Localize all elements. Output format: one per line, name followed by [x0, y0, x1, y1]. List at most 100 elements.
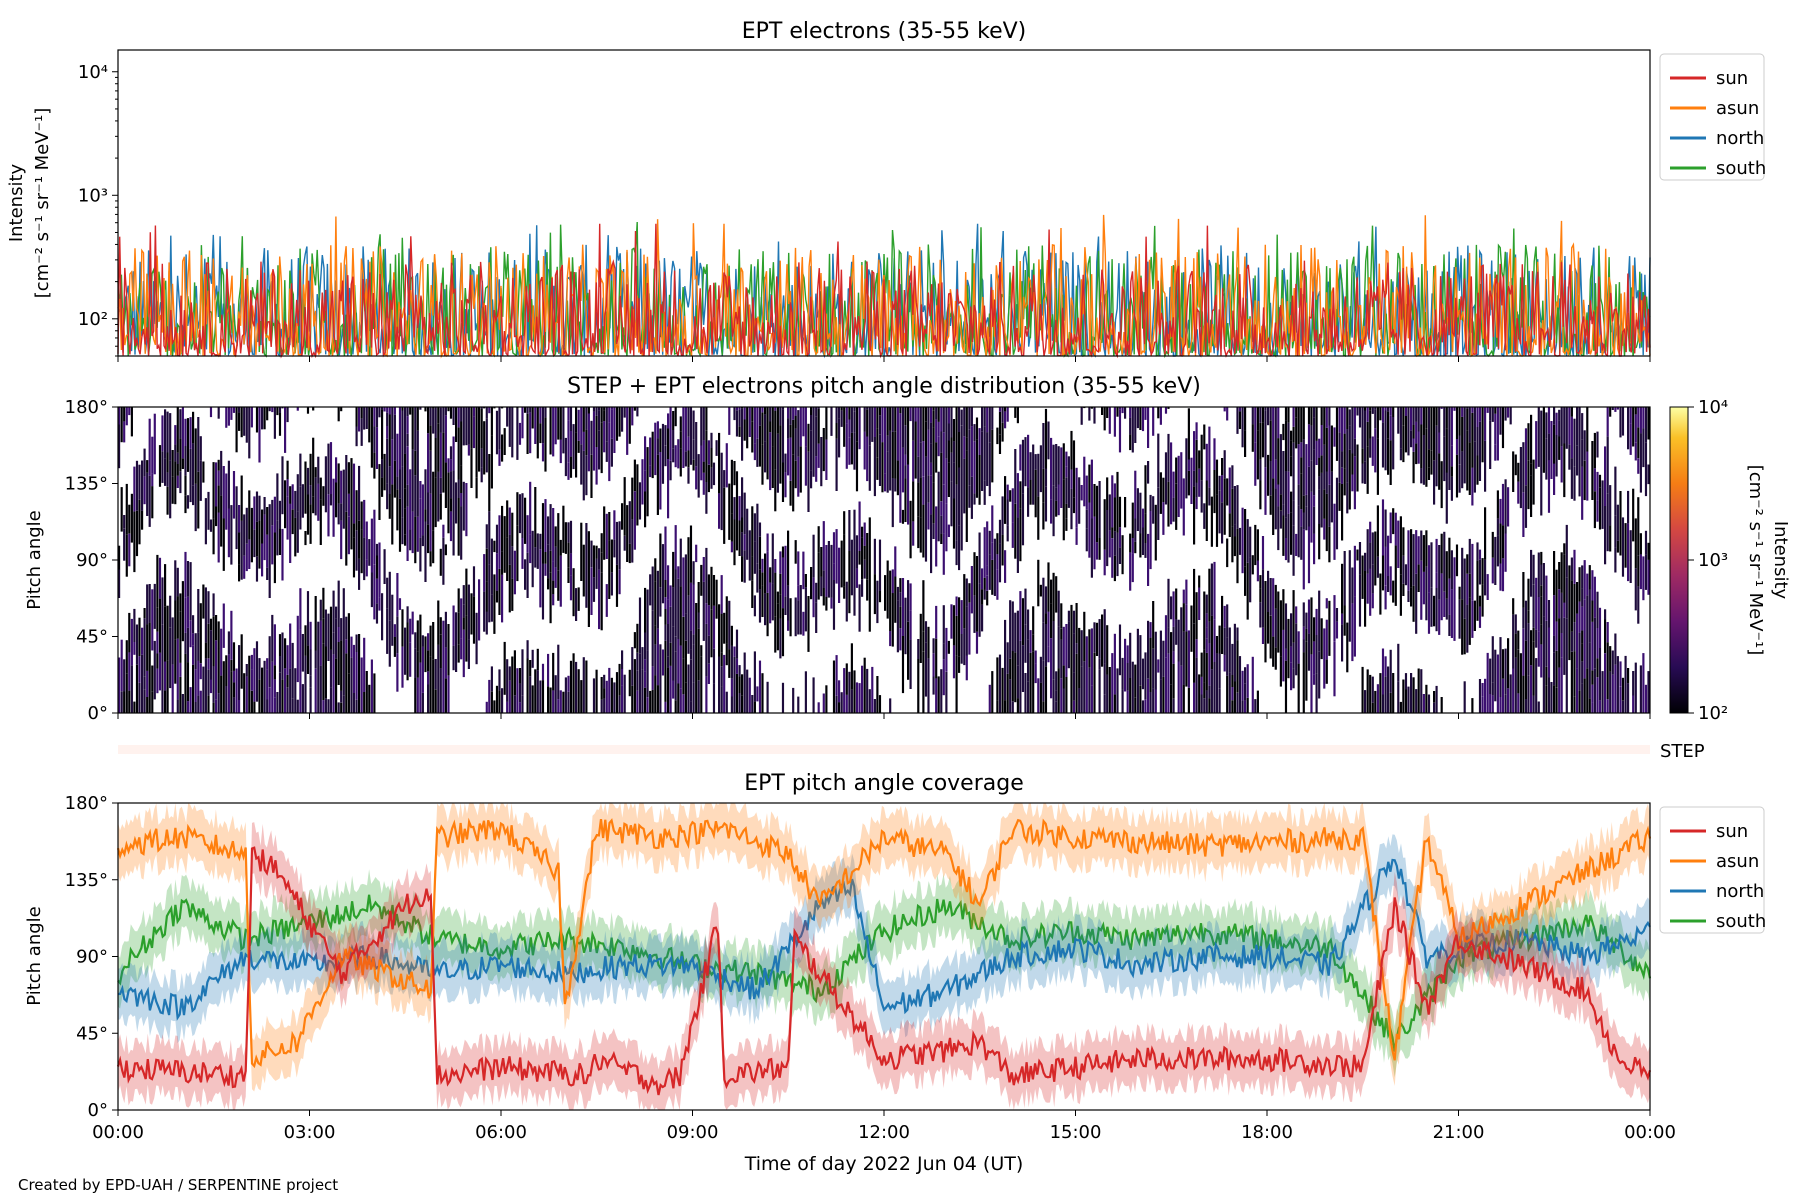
pad-heatmap-cell [1537, 428, 1540, 467]
pad-heatmap-cell [388, 494, 391, 519]
pad-heatmap-cell [314, 467, 317, 478]
pad-heatmap-cell [1231, 643, 1234, 675]
pad-heatmap-cell [1348, 409, 1351, 426]
pad-heatmap-cell [1417, 536, 1420, 565]
pad-heatmap-cell [792, 687, 795, 713]
pad-heatmap-cell [250, 669, 253, 691]
pad-heatmap-cell [192, 645, 195, 665]
pad-heatmap-cell [549, 687, 552, 713]
pad-heatmap-cell [1535, 629, 1538, 648]
pad-heatmap-cell [243, 407, 246, 436]
pad-heatmap-cell [1420, 560, 1423, 620]
pad-heatmap-cell [378, 542, 381, 598]
pad-heatmap-cell [1532, 584, 1535, 617]
pad-heatmap-cell [442, 524, 445, 538]
pad-heatmap-cell [649, 574, 652, 606]
pad-heatmap-cell [664, 526, 667, 580]
pad-heatmap-cell [687, 407, 690, 437]
pad-heatmap-cell [314, 596, 317, 651]
pad-heatmap-cell [1113, 531, 1116, 556]
pad-heatmap-cell [1011, 701, 1014, 713]
pad-heatmap-cell [1637, 586, 1640, 624]
pad-heatmap-cell [1208, 685, 1211, 699]
pad-heatmap-cell [1501, 558, 1505, 592]
pad-heatmap-cell [761, 444, 764, 485]
pad-heatmap-cell [728, 407, 731, 435]
pad-heatmap-cell [1545, 438, 1548, 480]
pad-heatmap-cell [679, 431, 682, 449]
pad-heatmap-cell [707, 464, 710, 493]
pad-heatmap-cell [810, 470, 813, 489]
pad-heatmap-cell [861, 526, 864, 538]
pad-heatmap-cell [585, 429, 588, 456]
pad-heatmap-cell [1639, 665, 1642, 713]
pad-heatmap-cell [1369, 568, 1372, 616]
pad-heatmap-cell [1113, 497, 1116, 532]
pad-heatmap-cell [1019, 444, 1022, 471]
pad-heatmap-cell [1050, 603, 1053, 638]
pad-heatmap-cell [1320, 472, 1323, 528]
pad-heatmap-cell [1453, 591, 1456, 641]
pad-heatmap-cell [1389, 407, 1392, 416]
pad-heatmap-cell [485, 548, 488, 582]
pad-heatmap-cell [1182, 631, 1185, 685]
pad-heatmap-cell [398, 598, 402, 610]
pad-heatmap-cell [161, 415, 164, 452]
pad-heatmap-cell [529, 412, 532, 454]
pad-heatmap-cell [1016, 407, 1019, 424]
pad-heatmap-cell [587, 531, 590, 580]
pad-heatmap-cell [1193, 623, 1196, 683]
pad-heatmap-cell [483, 407, 486, 409]
pad-heatmap-cell [930, 422, 933, 444]
pad-heatmap-cell [1106, 407, 1109, 418]
pad-heatmap-cell [1328, 484, 1331, 527]
pad-heatmap-cell [1131, 407, 1134, 453]
pad-heatmap-cell [480, 408, 483, 449]
pad-heatmap-cell [207, 508, 210, 530]
pad-heatmap-cell [935, 638, 938, 679]
pad-heatmap-cell [1581, 683, 1584, 713]
pad-heatmap-cell [641, 459, 644, 478]
pad-heatmap-cell [1256, 529, 1259, 561]
pad-heatmap-cell [1461, 547, 1464, 600]
pad-heatmap-cell [171, 477, 174, 504]
pad-heatmap-cell [646, 697, 649, 713]
pad-heatmap-cell [1287, 513, 1290, 563]
pad-heatmap-cell [340, 618, 343, 641]
pad-heatmap-cell [429, 493, 432, 552]
pad-heatmap-cell [427, 671, 430, 685]
pad-heatmap-cell [1213, 470, 1216, 514]
pad-heatmap-cell [743, 534, 746, 551]
pad-heatmap-cell [1527, 623, 1530, 676]
pad-heatmap-cell [667, 667, 670, 713]
pad-heatmap-cell [963, 458, 966, 514]
pad-heatmap-cell [682, 658, 685, 695]
pad-heatmap-cell [1644, 530, 1648, 555]
pad-heatmap-cell [289, 503, 292, 533]
pad-heatmap-cell [1307, 599, 1311, 634]
pad-heatmap-cell [296, 407, 299, 411]
pad-heatmap-cell [689, 701, 693, 713]
pad-heatmap-cell [416, 488, 419, 517]
pad-heatmap-cell [1193, 682, 1196, 713]
pad-heatmap-cell [981, 431, 984, 491]
pad-heatmap-cell [787, 620, 790, 631]
pad-heatmap-cell [1047, 562, 1050, 612]
pad-heatmap-cell [855, 535, 859, 569]
pad-heatmap-cell [184, 475, 187, 496]
pad-heatmap-cell [521, 649, 524, 696]
pad-heatmap-cell [567, 462, 570, 480]
pad-heatmap-cell [1039, 584, 1042, 597]
pad-heatmap-cell [644, 659, 647, 672]
pad-heatmap-cell [899, 468, 902, 523]
pad-heatmap-cell [1547, 600, 1551, 628]
pad-heatmap-cell [1060, 603, 1063, 629]
pad-heatmap-cell [730, 678, 733, 697]
pad-heatmap-cell [225, 407, 228, 428]
pad-heatmap-cell [534, 407, 537, 444]
pad-heatmap-cell [771, 407, 774, 427]
pad-heatmap-cell [1371, 702, 1374, 713]
pad-heatmap-cell [1238, 411, 1242, 429]
pad-heatmap-cell [345, 653, 348, 713]
pad-heatmap-cell [1425, 449, 1428, 487]
